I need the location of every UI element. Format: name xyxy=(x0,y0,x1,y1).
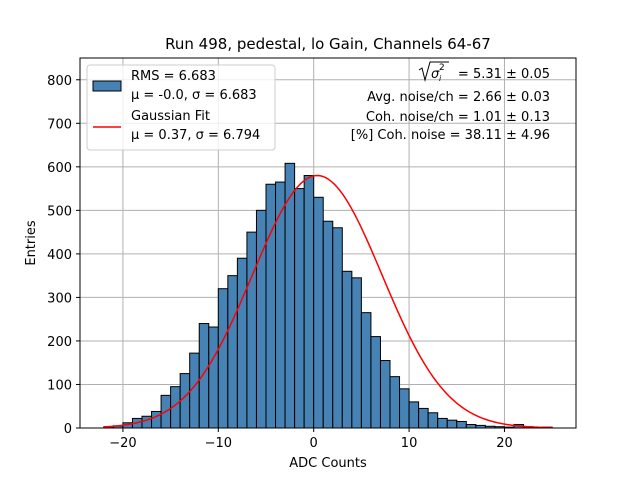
sqrt-sigma-symbol: σ 2 i xyxy=(418,61,449,83)
legend-entry-mu-sigma: μ = -0.0, σ = 6.683 xyxy=(131,88,257,103)
histogram-bars xyxy=(103,162,553,429)
histogram-bar xyxy=(217,288,229,429)
histogram-bar xyxy=(313,196,324,429)
y-tick-label: 200 xyxy=(47,335,72,350)
histogram-bar xyxy=(246,231,257,429)
y-tick-label: 700 xyxy=(47,117,72,132)
svg-text:i: i xyxy=(439,74,442,83)
histogram-bar xyxy=(141,415,153,429)
chart-title: Run 498, pedestal, lo Gain, Channels 64-… xyxy=(165,35,491,53)
y-tick-label: 600 xyxy=(47,161,72,176)
legend-entry-gaussian-fit: Gaussian Fit xyxy=(131,109,210,124)
histogram-bar xyxy=(341,270,353,429)
histogram-bar xyxy=(198,323,210,429)
legend: RMS = 6.683 μ = -0.0, σ = 6.683 Gaussian… xyxy=(86,64,276,151)
histogram-bar xyxy=(408,401,420,429)
histogram-bar xyxy=(151,410,162,429)
legend-patch-histogram xyxy=(92,80,122,92)
x-axis-ticks: −20 −10 0 10 20 xyxy=(109,428,513,451)
x-tick-label: −10 xyxy=(205,436,232,451)
annotation-sigma-sum: = 5.31 ± 0.05 xyxy=(458,67,550,82)
y-tick-label: 800 xyxy=(47,74,72,89)
x-tick-label: 0 xyxy=(310,436,318,451)
histogram-bar xyxy=(370,336,381,429)
histogram-bar xyxy=(446,419,458,429)
histogram-bar xyxy=(379,360,391,429)
plot-frame xyxy=(79,57,577,429)
histogram-bar xyxy=(322,220,334,429)
histogram-bar xyxy=(236,257,248,429)
gaussian-fit-curve xyxy=(103,174,553,429)
histogram-bar xyxy=(360,312,372,429)
histogram-bar xyxy=(418,407,429,429)
legend-entry-rms: RMS = 6.683 xyxy=(131,69,216,84)
histogram-bar xyxy=(399,388,410,429)
y-axis-label: Entries xyxy=(24,220,39,266)
annotation-coh-noise-percent: [%] Coh. noise = 38.11 ± 4.96 xyxy=(351,128,550,143)
svg-text:2: 2 xyxy=(439,63,445,73)
y-axis-ticks: 0 100 200 300 400 500 600 700 800 xyxy=(47,74,80,437)
histogram-bar xyxy=(332,227,343,429)
x-tick-label: 20 xyxy=(496,436,513,451)
svg-text:σ: σ xyxy=(431,67,440,82)
noise-annotations: = 5.31 ± 0.05 σ 2 i Avg. noise/ch = 2.66… xyxy=(351,61,550,143)
histogram-bar xyxy=(389,376,401,429)
x-axis-label: ADC Counts xyxy=(289,456,367,471)
histogram-bar xyxy=(456,420,467,429)
y-tick-label: 300 xyxy=(47,291,72,306)
histogram-bar xyxy=(465,424,477,429)
histogram-bar xyxy=(179,373,191,429)
histogram-bar xyxy=(427,412,439,429)
histogram-bar xyxy=(437,417,448,429)
legend-box xyxy=(86,64,276,151)
histogram-bar xyxy=(227,275,238,429)
histogram-bar xyxy=(255,209,267,429)
histogram-bar xyxy=(294,188,305,429)
legend-entry-fit-params: μ = 0.37, σ = 6.794 xyxy=(131,128,260,143)
histogram-bar xyxy=(208,326,219,429)
annotation-coh-noise: Coh. noise/ch = 1.01 ± 0.13 xyxy=(366,110,550,125)
histogram-bar xyxy=(265,183,277,429)
histogram-bar xyxy=(303,175,315,429)
y-tick-label: 500 xyxy=(47,204,72,219)
y-tick-label: 0 xyxy=(64,422,72,437)
y-tick-label: 100 xyxy=(47,378,72,393)
x-tick-label: −20 xyxy=(109,436,136,451)
histogram-bar xyxy=(351,277,362,429)
y-tick-label: 400 xyxy=(47,248,72,263)
annotation-avg-noise: Avg. noise/ch = 2.66 ± 0.03 xyxy=(367,90,550,105)
x-tick-label: 10 xyxy=(401,436,418,451)
